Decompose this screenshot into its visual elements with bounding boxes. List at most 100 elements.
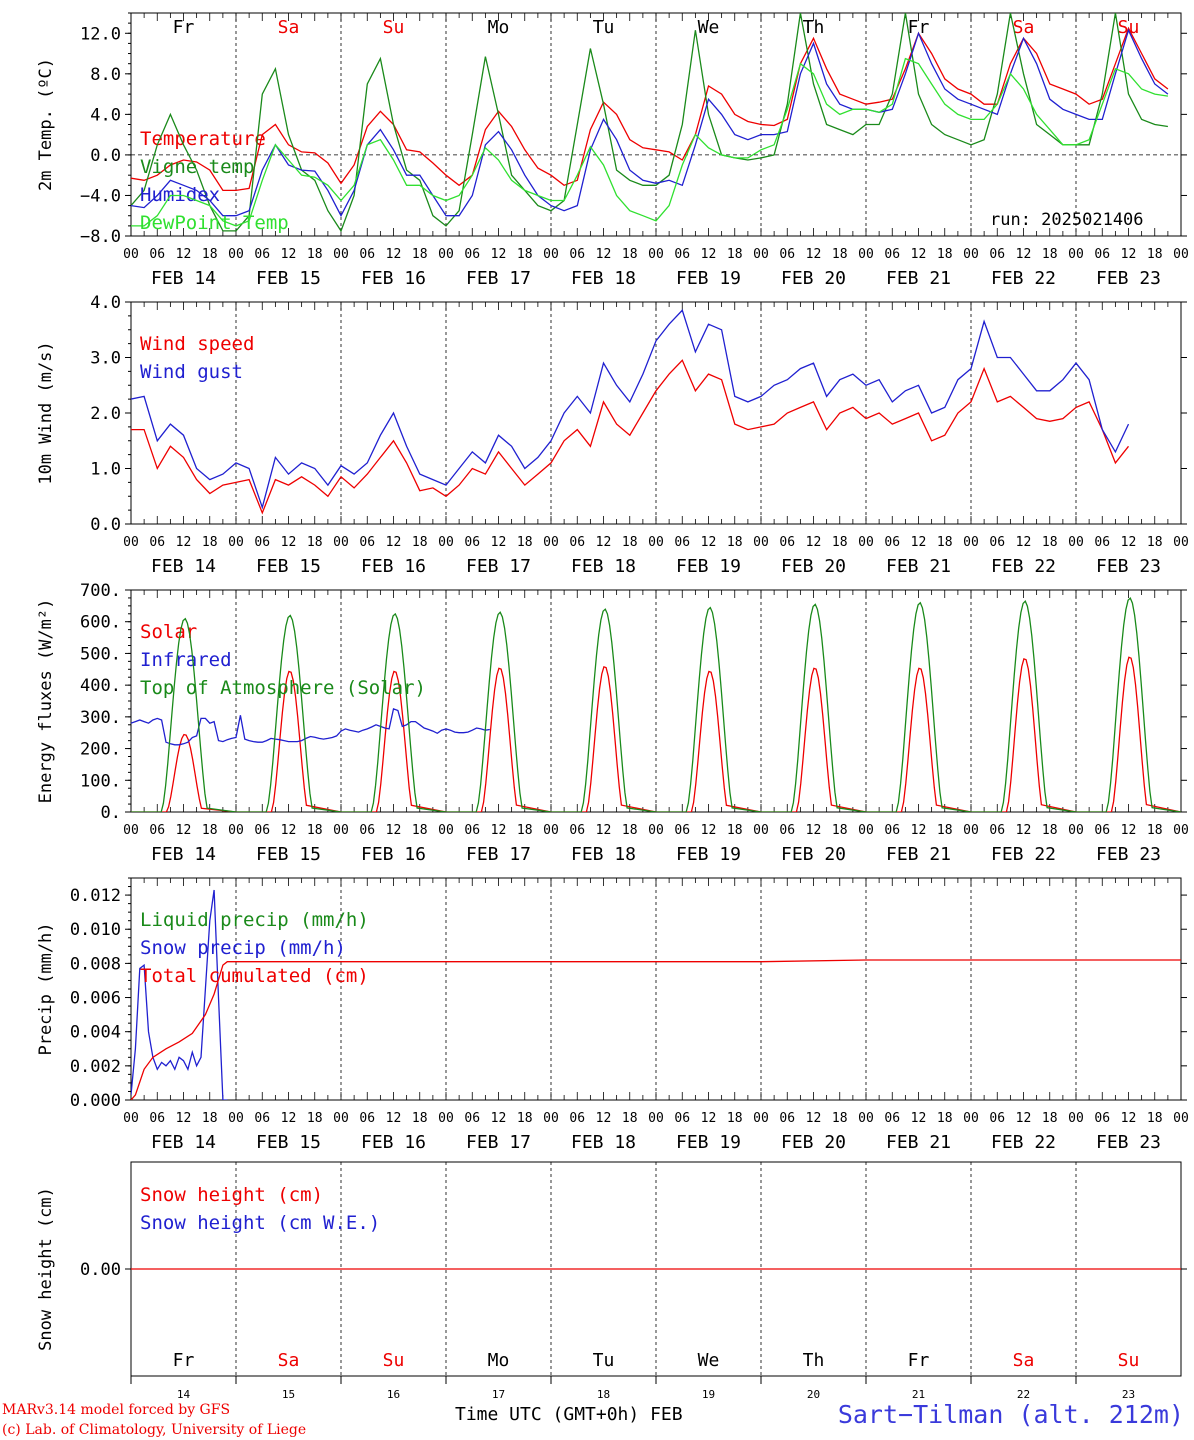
date-label: FEB 21 [886, 268, 951, 289]
hour-label: 12 [176, 247, 192, 262]
y-tick-label: 500. [80, 644, 121, 664]
day-number-label: 15 [282, 1388, 295, 1401]
hour-label: 00 [858, 1111, 874, 1126]
y-tick-label: 0.0 [90, 146, 121, 166]
panel-3: 700. 600. 500. 400. 300. 200. 100. 0. Energy flu… [36, 581, 1189, 865]
hour-label: 06 [359, 247, 375, 262]
panel-2: 4.0 3.0 2.0 1.0 0.0 10m Wind (m/s) 00 06 12 18 FEB… [36, 293, 1189, 577]
hour-label: 18 [1042, 535, 1058, 550]
hour-label: 06 [149, 247, 165, 262]
date-label: FEB 14 [151, 1132, 216, 1153]
hour-label: 18 [937, 247, 953, 262]
y-tick-label: 0.010 [70, 920, 121, 940]
hour-label: 18 [1147, 1111, 1163, 1126]
series-line-total-cumulated-cm- [131, 959, 1181, 1100]
weekday-label: Su [383, 1350, 405, 1371]
hour-label: 06 [779, 823, 795, 838]
weekday-label: Su [383, 17, 405, 38]
date-label: FEB 22 [991, 268, 1056, 289]
hour-label: 18 [832, 535, 848, 550]
hour-label: 12 [701, 535, 717, 550]
hour-label: 12 [281, 247, 297, 262]
date-label: FEB 22 [991, 844, 1056, 865]
hour-label: 12 [701, 247, 717, 262]
hour-label: 00 [543, 247, 559, 262]
y-axis-label: Snow height (cm) [36, 1187, 56, 1351]
hour-label: 00 [753, 535, 769, 550]
hour-label: 00 [438, 823, 454, 838]
legend-entry: DewPoint Temp [140, 212, 289, 234]
y-axis-label: 10m Wind (m/s) [36, 341, 56, 484]
hour-label: 06 [254, 1111, 270, 1126]
y-tick-label: 100. [80, 771, 121, 791]
hour-label: 00 [1173, 535, 1189, 550]
hour-label: 12 [281, 823, 297, 838]
hour-label: 00 [123, 535, 139, 550]
hour-label: 18 [727, 247, 743, 262]
hour-label: 06 [989, 535, 1005, 550]
hour-label: 00 [963, 535, 979, 550]
hour-label: 00 [963, 1111, 979, 1126]
date-label: FEB 19 [676, 844, 741, 865]
hour-label: 00 [228, 247, 244, 262]
date-label: FEB 17 [466, 556, 531, 577]
hour-label: 12 [386, 823, 402, 838]
weekday-label: Sa [1013, 17, 1035, 38]
y-tick-label: 0. [101, 803, 121, 823]
day-number-label: 22 [1017, 1388, 1030, 1401]
hour-label: 06 [359, 1111, 375, 1126]
panel-1: 12.0 8.0 4.0 0.0 −4.0 −8.0 2m Temp. (ºC) 00 06 12… [36, 12, 1189, 289]
hour-label: 00 [858, 535, 874, 550]
day-number-label: 21 [912, 1388, 925, 1401]
hour-label: 06 [359, 823, 375, 838]
date-label: FEB 17 [466, 844, 531, 865]
hour-label: 00 [228, 535, 244, 550]
hour-label: 12 [491, 535, 507, 550]
hour-label: 06 [674, 247, 690, 262]
hour-label: 06 [464, 823, 480, 838]
hour-label: 12 [911, 247, 927, 262]
weekday-label: Sa [278, 1350, 300, 1371]
hour-label: 00 [648, 823, 664, 838]
hour-label: 06 [1094, 247, 1110, 262]
hour-label: 00 [963, 247, 979, 262]
hour-label: 18 [307, 1111, 323, 1126]
hour-label: 00 [1173, 247, 1189, 262]
weekday-label: Sa [1013, 1350, 1035, 1371]
legend-entry: Total cumulated (cm) [140, 965, 369, 987]
date-label: FEB 18 [571, 844, 636, 865]
date-label: FEB 19 [676, 556, 741, 577]
hour-label: 00 [1068, 1111, 1084, 1126]
model-credit-line2: (c) Lab. of Climatology, University of L… [2, 1422, 307, 1438]
hour-label: 00 [1173, 823, 1189, 838]
plot-frame [130, 12, 1182, 237]
series-line-temperature [131, 26, 1169, 192]
hour-label: 12 [1121, 823, 1137, 838]
hour-label: 18 [1042, 823, 1058, 838]
date-label: FEB 15 [256, 268, 321, 289]
weekday-label: Fr [908, 17, 930, 38]
date-label: FEB 21 [886, 556, 951, 577]
series-line-infrared [131, 708, 490, 746]
hour-label: 06 [779, 247, 795, 262]
hour-label: 18 [412, 535, 428, 550]
hour-label: 18 [1042, 1111, 1058, 1126]
hour-label: 00 [753, 1111, 769, 1126]
hour-label: 00 [123, 247, 139, 262]
legend-entry: Snow height (cm W.E.) [140, 1212, 380, 1234]
series-line-humidex [131, 28, 1169, 218]
hour-label: 06 [1094, 823, 1110, 838]
weekday-label: Mo [488, 1350, 510, 1371]
hour-label: 12 [806, 247, 822, 262]
time-axis-title: Time UTC (GMT+0h) FEB [455, 1404, 683, 1425]
y-tick-label: 300. [80, 708, 121, 728]
hour-label: 12 [806, 1111, 822, 1126]
y-tick-label: 0.006 [70, 989, 121, 1009]
hour-label: 00 [543, 1111, 559, 1126]
hour-label: 18 [622, 535, 638, 550]
hour-label: 00 [123, 823, 139, 838]
y-tick-label: 0.002 [70, 1057, 121, 1077]
run-label: run: 2025021406 [990, 210, 1144, 230]
y-tick-label: 4.0 [90, 293, 121, 313]
legend-entry: Liquid precip (mm/h) [140, 909, 369, 931]
